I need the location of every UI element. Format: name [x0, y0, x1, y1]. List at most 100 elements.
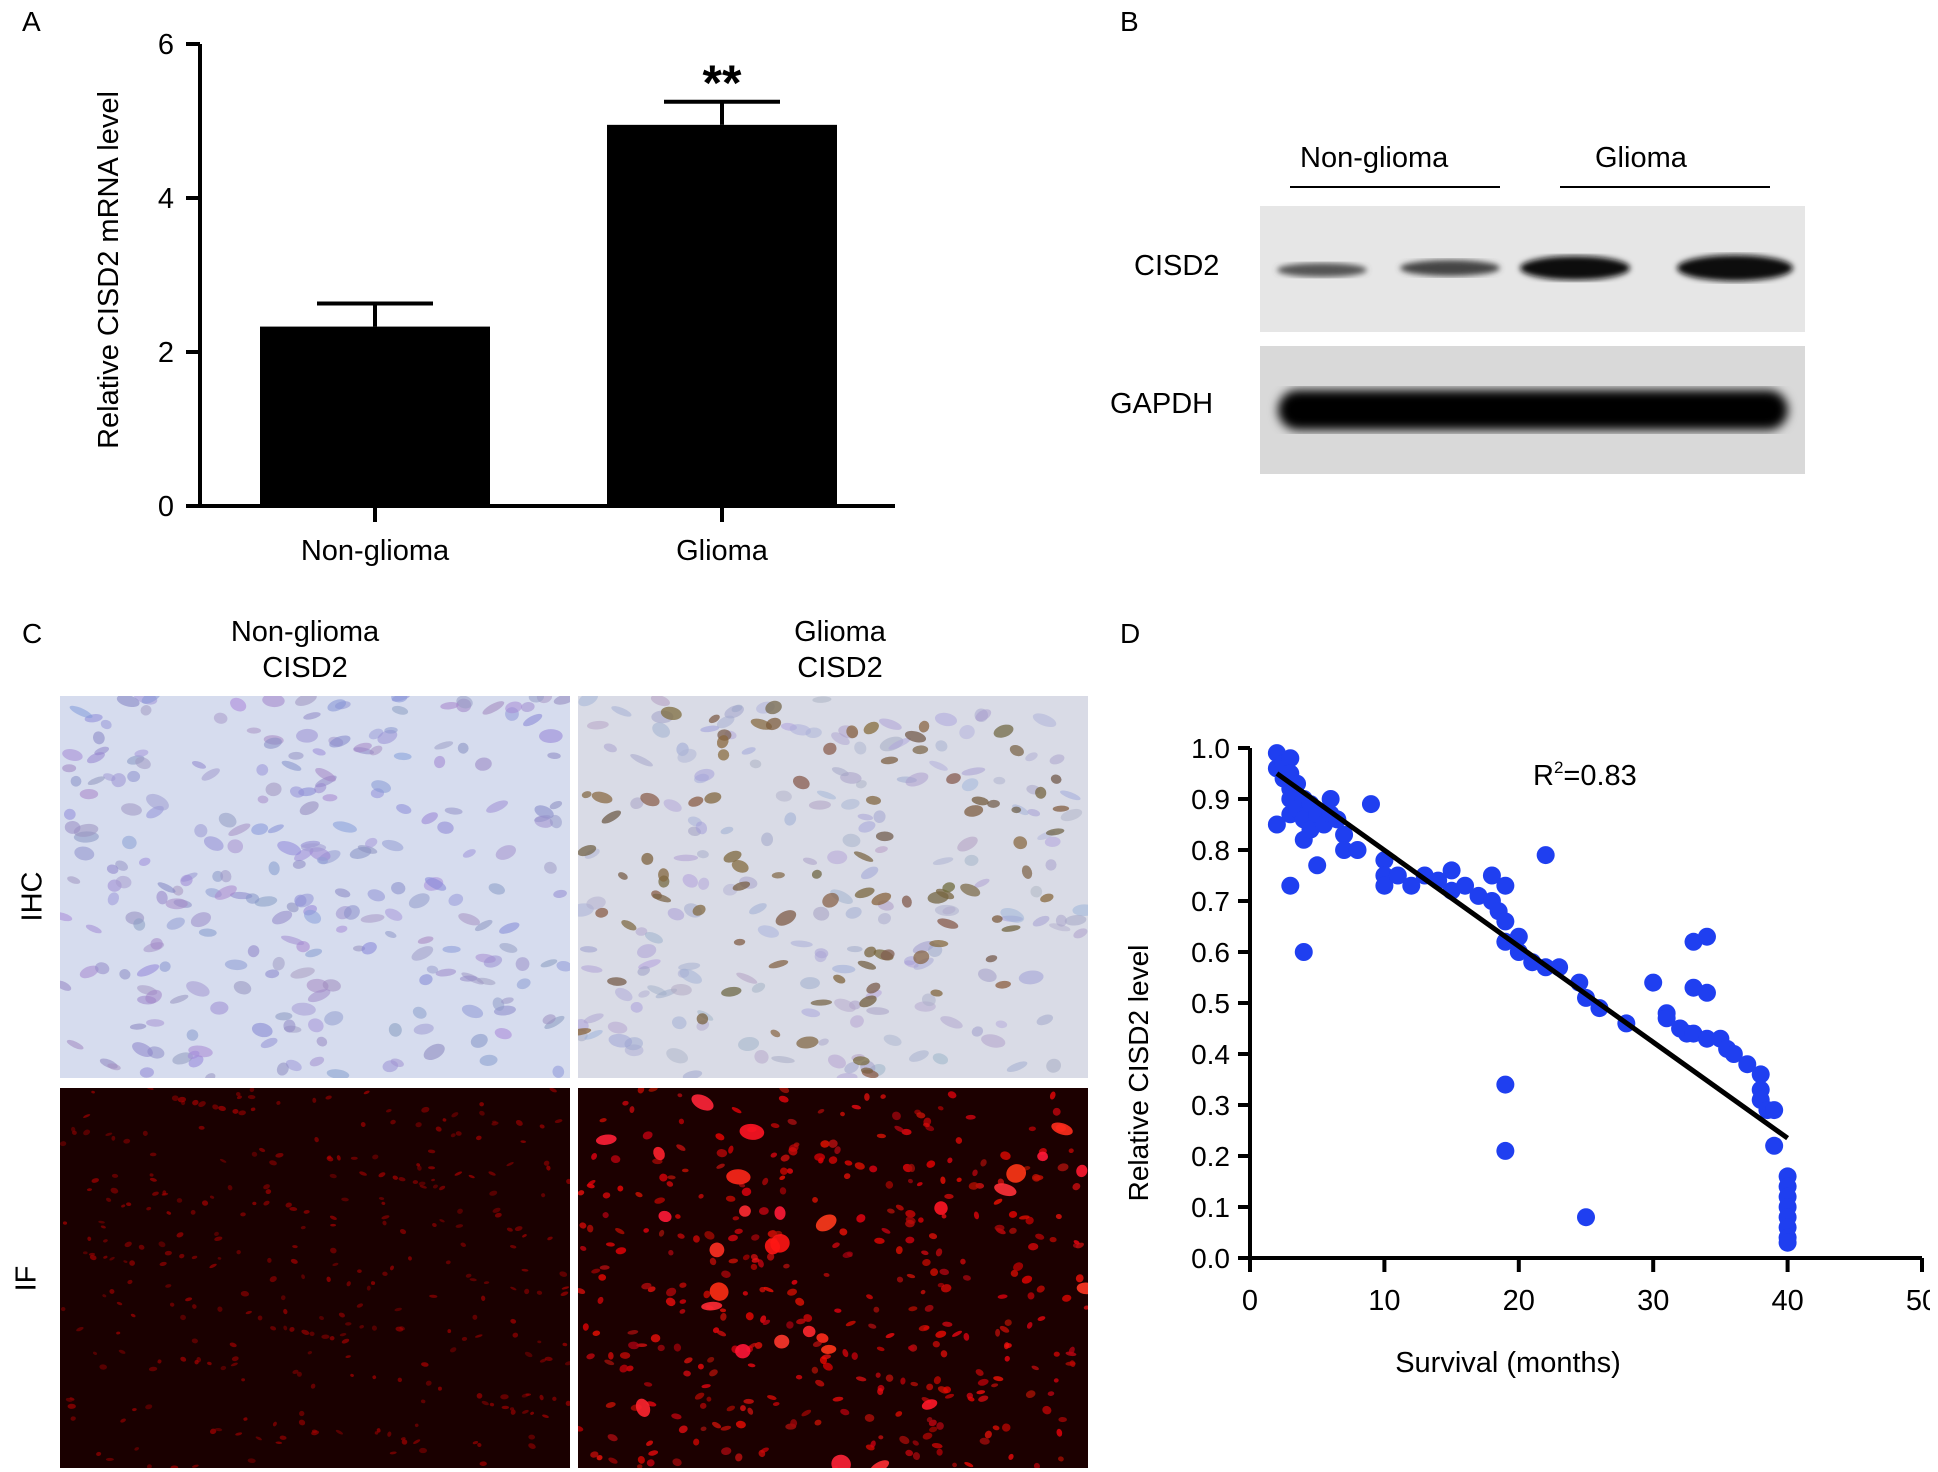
cell-nucleus	[751, 1257, 760, 1263]
cell-nucleus	[510, 1409, 516, 1415]
cell-nucleus	[940, 1016, 963, 1029]
cell-nucleus	[413, 1023, 434, 1035]
cell-nucleus	[345, 1355, 351, 1358]
cell-nucleus	[268, 861, 280, 876]
cell-nucleus	[439, 1185, 446, 1191]
cell-nucleus	[916, 1182, 923, 1187]
cell-nucleus	[391, 696, 408, 703]
cell-nucleus	[359, 1325, 364, 1329]
cell-nucleus	[978, 1395, 989, 1402]
cell-nucleus	[327, 1155, 332, 1160]
cell-nucleus	[255, 1436, 262, 1441]
cell-nucleus	[524, 1288, 530, 1295]
cell-nucleus	[780, 1154, 790, 1162]
cell-nucleus	[635, 927, 648, 936]
cell-nucleus	[501, 1405, 510, 1410]
cell-nucleus	[1011, 806, 1022, 814]
cell-nucleus	[191, 1255, 198, 1260]
cell-nucleus	[1008, 1453, 1014, 1460]
cell-nucleus	[1008, 1211, 1018, 1218]
cell-nucleus	[85, 924, 102, 934]
cell-nucleus	[539, 1358, 547, 1363]
y-tick-label: 0.8	[1191, 835, 1230, 866]
cell-nucleus	[997, 1294, 1008, 1299]
cell-nucleus	[267, 824, 284, 834]
cell-nucleus	[591, 791, 613, 804]
cell-nucleus	[488, 1171, 496, 1176]
cell-nucleus	[707, 1356, 715, 1363]
cell-nucleus	[492, 1207, 501, 1213]
cell-nucleus	[194, 1359, 199, 1365]
cell-nucleus	[796, 1318, 806, 1325]
cell-nucleus	[994, 1183, 1017, 1197]
cell-nucleus	[682, 874, 698, 888]
data-point	[1751, 1065, 1770, 1084]
cell-nucleus	[816, 1333, 829, 1343]
cell-nucleus	[1031, 1174, 1041, 1182]
cell-nucleus	[522, 1234, 527, 1238]
cell-nucleus	[363, 1090, 370, 1095]
cell-nucleus	[537, 1340, 542, 1344]
cell-nucleus	[382, 1271, 388, 1276]
cell-nucleus	[795, 1374, 803, 1380]
cell-nucleus	[677, 1093, 683, 1098]
cell-nucleus	[579, 1222, 587, 1229]
cell-nucleus	[316, 856, 329, 865]
cell-nucleus	[116, 1331, 121, 1335]
cell-nucleus	[905, 772, 929, 787]
cell-nucleus	[98, 1220, 105, 1224]
cell-nucleus	[319, 1315, 324, 1321]
cell-nucleus	[190, 1209, 196, 1215]
cell-nucleus	[552, 1396, 557, 1401]
cell-nucleus	[790, 1419, 798, 1428]
cell-nucleus	[389, 1265, 394, 1271]
cell-nucleus	[726, 1405, 736, 1412]
cell-nucleus	[871, 892, 892, 906]
cell-nucleus	[738, 1037, 760, 1051]
cell-nucleus	[381, 1215, 390, 1220]
cell-nucleus	[899, 1435, 910, 1445]
cell-nucleus	[397, 1377, 403, 1383]
cell-nucleus	[1006, 1164, 1027, 1183]
cell-nucleus	[598, 1274, 607, 1281]
cell-nucleus	[288, 751, 304, 760]
cell-nucleus	[119, 969, 131, 980]
cell-nucleus	[931, 1443, 943, 1449]
cell-nucleus	[926, 1417, 933, 1423]
cell-nucleus	[390, 1119, 396, 1125]
cell-nucleus	[1031, 1365, 1039, 1371]
cell-nucleus	[500, 1394, 509, 1400]
cell-nucleus	[677, 1233, 685, 1239]
cell-nucleus	[280, 1295, 286, 1301]
cell-nucleus	[217, 1306, 223, 1312]
cell-nucleus	[544, 1356, 553, 1361]
cell-nucleus	[1036, 1014, 1054, 1026]
cell-nucleus	[87, 776, 105, 786]
cell-nucleus	[654, 1197, 666, 1204]
cell-nucleus	[245, 893, 260, 904]
cell-nucleus	[62, 1221, 68, 1225]
cell-nucleus	[615, 1228, 625, 1235]
cell-nucleus	[1052, 805, 1070, 812]
cell-nucleus	[763, 1286, 774, 1293]
cell-nucleus	[789, 724, 811, 736]
cell-nucleus	[864, 1414, 875, 1422]
cell-nucleus	[774, 1206, 786, 1220]
cell-nucleus	[840, 1408, 850, 1416]
cell-nucleus	[265, 782, 282, 797]
wb-row-cisd2: CISD2	[1134, 250, 1220, 282]
cell-nucleus	[172, 1052, 193, 1065]
cell-nucleus	[936, 1448, 943, 1456]
trend-line	[1275, 771, 1790, 1141]
cell-nucleus	[1047, 1391, 1055, 1396]
cell-nucleus	[772, 1402, 780, 1406]
cell-nucleus	[345, 1322, 352, 1326]
cell-nucleus	[481, 1295, 486, 1302]
cell-nucleus	[492, 1120, 497, 1124]
cell-nucleus	[758, 1449, 766, 1458]
cell-nucleus	[779, 1187, 787, 1195]
cell-nucleus	[800, 977, 820, 990]
cell-nucleus	[431, 1178, 435, 1182]
cell-nucleus	[370, 1281, 376, 1286]
cell-nucleus	[602, 1212, 609, 1219]
